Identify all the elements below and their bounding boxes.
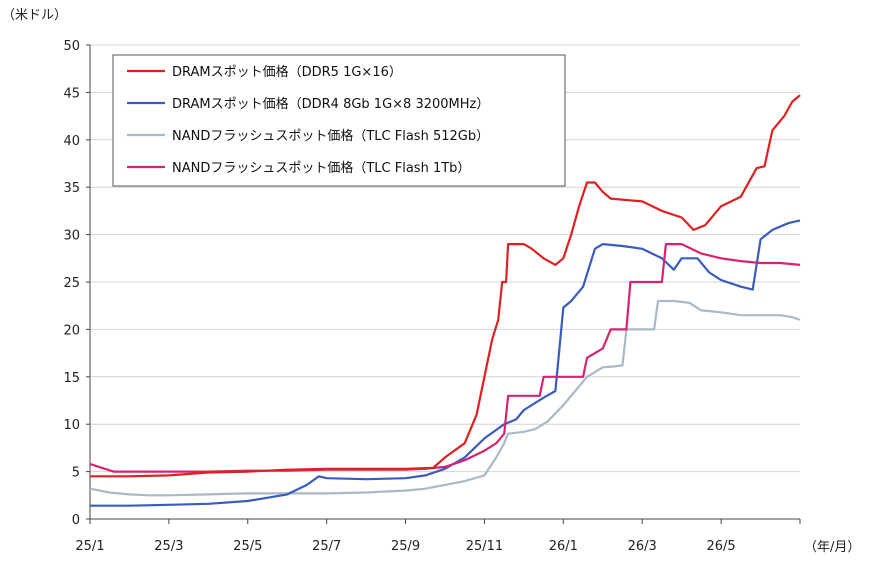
y-axis: 0 5 10 15 20 25 30 35 40 45 50 <box>63 39 91 528</box>
x-tick-label: 25/3 <box>154 539 183 554</box>
x-tick-label: 26/1 <box>549 539 578 554</box>
x-tick-label: 25/7 <box>312 539 341 554</box>
y-tick-label: 45 <box>63 86 80 101</box>
x-tick-label: 25/11 <box>466 539 503 554</box>
y-tick-label: 5 <box>72 466 80 481</box>
x-unit-label: （年/月） <box>804 540 860 555</box>
y-tick-label: 30 <box>63 229 80 244</box>
y-tick-label: 20 <box>63 323 80 338</box>
series-line-4 <box>89 243 801 473</box>
x-tick-label: 26/5 <box>707 539 736 554</box>
legend: DRAMスポット価格（DDR5 1G×16） DRAMスポット価格（DDR4 8G… <box>112 54 566 187</box>
series-line-1 <box>90 94 801 478</box>
y-tick-label: 50 <box>63 39 80 54</box>
x-tick-label: 25/9 <box>391 539 420 554</box>
y-unit-label: （米ドル） <box>2 8 67 23</box>
x-tick-label: 25/5 <box>233 539 262 554</box>
y-tick-label: 10 <box>63 418 80 433</box>
y-tick-label: 35 <box>63 181 80 196</box>
x-axis: 25/1 25/3 25/5 25/7 25/9 25/11 26/1 26/3 26/5 <box>75 518 801 554</box>
y-tick-label: 0 <box>72 513 80 528</box>
series-lines <box>89 94 801 507</box>
y-tick-label: 40 <box>63 134 80 149</box>
series-line-3 <box>89 299 801 497</box>
x-tick-label: 25/1 <box>75 539 104 554</box>
y-tick-label: 15 <box>63 371 80 386</box>
y-tick-label: 25 <box>63 276 80 291</box>
x-tick-label: 26/3 <box>628 539 657 554</box>
series-line-2 <box>90 219 801 507</box>
legend-box <box>112 54 566 187</box>
legend-label-4: NANDフラッシュスポット価格（TLC Flash 1Tb） <box>172 160 470 176</box>
legend-label-3: NANDフラッシュスポット価格（TLC Flash 512Gb） <box>172 128 489 144</box>
legend-label-2: DRAMスポット価格（DDR4 8Gb 1G×8 3200MHz） <box>172 96 489 112</box>
legend-label-1: DRAMスポット価格（DDR5 1G×16） <box>172 64 402 80</box>
